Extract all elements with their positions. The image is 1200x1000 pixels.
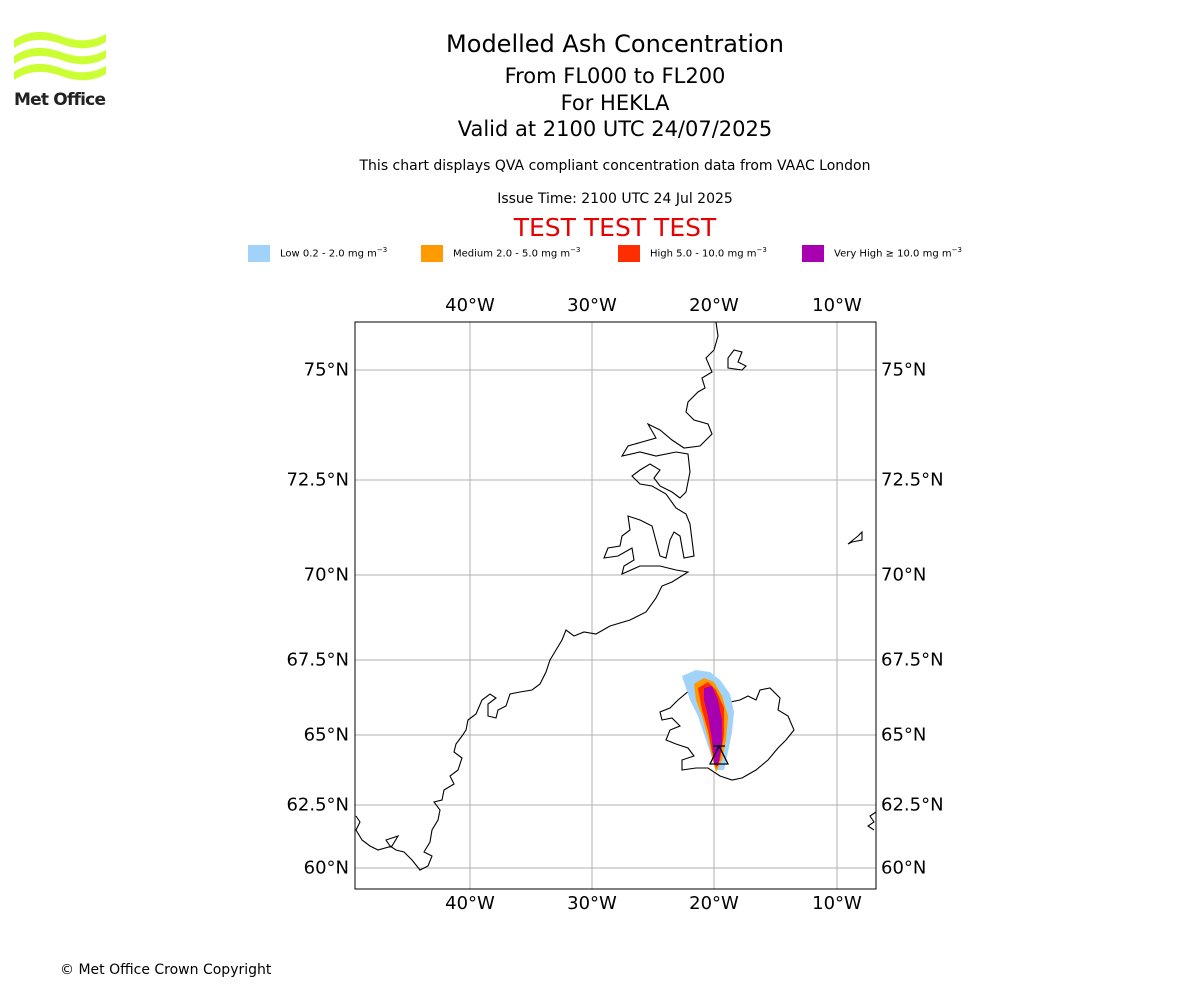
met-office-logo-text: Met Office <box>14 90 106 110</box>
flight-levels: From FL000 to FL200 <box>504 64 726 88</box>
lat-label-right-70n: 70°N <box>881 564 927 586</box>
legend-swatch-medium <box>421 245 443 262</box>
lat-label-right-67-5n: 67.5°N <box>881 649 944 671</box>
volcano-triangle-icon <box>708 744 730 765</box>
lat-label-left-67-5n: 67.5°N <box>286 649 349 671</box>
lon-label-top-10w: 10°W <box>812 295 862 316</box>
lat-label-left-72-5n: 72.5°N <box>286 469 349 491</box>
lat-label-left-75n: 75°N <box>303 359 349 381</box>
met-office-logo: Met Office <box>14 30 108 112</box>
chart-title: Modelled Ash Concentration <box>446 30 784 58</box>
lat-label-left-65n: 65°N <box>303 724 349 746</box>
legend-swatch-high <box>618 245 640 262</box>
lat-label-right-62-5n: 62.5°N <box>881 794 944 816</box>
legend-unit-medium: −3 <box>570 246 581 254</box>
lat-label-right-60n: 60°N <box>881 857 927 879</box>
volcano-name: For HEKLA <box>560 91 670 115</box>
lat-label-left-60n: 60°N <box>303 857 349 879</box>
map-frame <box>354 321 877 890</box>
lon-label-bottom-10w: 10°W <box>812 893 862 914</box>
lat-label-left-62-5n: 62.5°N <box>286 794 349 816</box>
lon-label-top-40w: 40°W <box>445 295 495 316</box>
copyright-notice: © Met Office Crown Copyright <box>60 962 272 978</box>
map-gridlines <box>355 322 876 889</box>
legend-label-high: High 5.0 - 10.0 mg m−3 <box>650 246 767 259</box>
greenland-coastline <box>355 321 719 871</box>
lon-label-top-30w: 30°W <box>567 295 617 316</box>
met-office-wave-logo-icon <box>14 31 106 81</box>
lon-label-bottom-20w: 20°W <box>689 893 739 914</box>
valid-time: Valid at 2100 UTC 24/07/2025 <box>457 117 773 141</box>
north-coast-fragment <box>727 349 747 371</box>
test-banner: TEST TEST TEST <box>513 213 717 242</box>
legend-swatch-very-high <box>802 245 824 262</box>
ash-plume <box>682 670 734 772</box>
faroe-coast-fragment <box>867 811 877 831</box>
legend-unit-low: −3 <box>376 246 388 254</box>
legend-text-low: Low 0.2 - 2.0 mg m <box>280 248 377 260</box>
lon-label-bottom-30w: 30°W <box>567 893 617 914</box>
lat-label-right-75n: 75°N <box>881 359 927 381</box>
legend-unit-very-high: −3 <box>951 246 962 254</box>
legend-swatch-low <box>248 245 270 262</box>
legend-label-medium: Medium 2.0 - 5.0 mg m−3 <box>453 246 580 259</box>
lon-label-bottom-40w: 40°W <box>445 893 495 914</box>
legend-label-very-high: Very High ≥ 10.0 mg m−3 <box>834 246 962 259</box>
chart-description: This chart displays QVA compliant concen… <box>359 158 871 174</box>
lat-label-right-72-5n: 72.5°N <box>881 469 944 491</box>
legend-text-high: High 5.0 - 10.0 mg m <box>650 248 757 260</box>
legend-label-low: Low 0.2 - 2.0 mg m−3 <box>280 246 387 259</box>
issue-time: Issue Time: 2100 UTC 24 Jul 2025 <box>497 191 733 207</box>
jan-mayen-island <box>847 530 863 545</box>
legend-unit-high: −3 <box>756 246 767 254</box>
legend-text-very-high: Very High ≥ 10.0 mg m <box>834 248 952 260</box>
lon-label-top-20w: 20°W <box>689 295 739 316</box>
lat-label-right-65n: 65°N <box>881 724 927 746</box>
lat-label-left-70n: 70°N <box>303 564 349 586</box>
legend-text-medium: Medium 2.0 - 5.0 mg m <box>453 248 571 260</box>
